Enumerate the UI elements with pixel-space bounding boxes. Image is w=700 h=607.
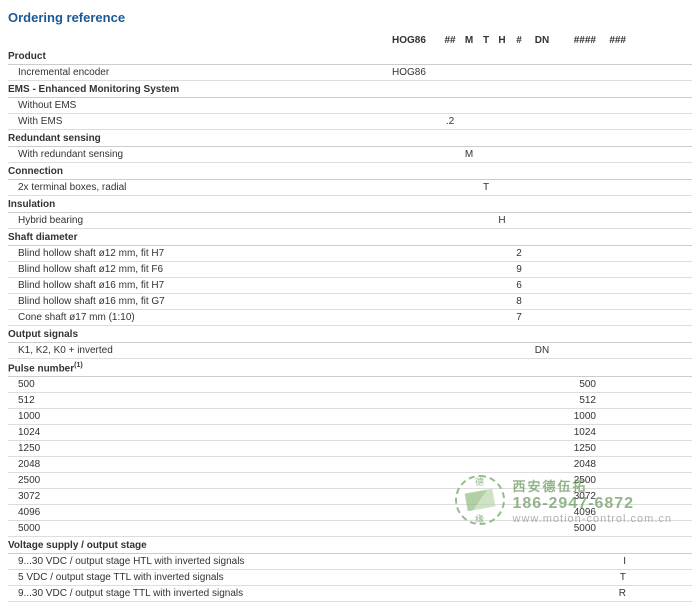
section-header: Product	[8, 48, 692, 65]
table-row: 2x terminal boxes, radial T	[8, 180, 692, 196]
row-label: 9...30 VDC / output stage TTL with inver…	[8, 588, 388, 599]
row-label: 1000	[8, 411, 388, 422]
header-code: M	[460, 35, 478, 46]
row-value: 9	[510, 264, 528, 275]
table-row: Blind hollow shaft ø12 mm, fit F6 9	[8, 262, 692, 278]
row-label: Blind hollow shaft ø16 mm, fit G7	[8, 296, 388, 307]
section-header: Voltage supply / output stage	[8, 537, 692, 554]
row-label: 3072	[8, 491, 388, 502]
row-value: T	[596, 572, 626, 583]
row-label: Blind hollow shaft ø16 mm, fit H7	[8, 280, 388, 291]
row-label: Incremental encoder	[8, 67, 388, 78]
row-label: 5000	[8, 523, 388, 534]
row-value: 6	[510, 280, 528, 291]
row-label: With EMS	[8, 116, 388, 127]
row-label: Without EMS	[8, 100, 388, 111]
row-value: 8	[510, 296, 528, 307]
table-row: 512 512	[8, 393, 692, 409]
header-code: DN	[528, 35, 556, 46]
row-value: M	[460, 149, 478, 160]
row-value: 1000	[556, 411, 596, 422]
row-value: R	[596, 588, 626, 599]
row-value: 512	[556, 395, 596, 406]
watermark-company: 西安德伍拓	[513, 476, 673, 495]
section-header: Redundant sensing	[8, 130, 692, 147]
page-title: Ordering reference	[8, 5, 692, 33]
section-header: Output signals	[8, 326, 692, 343]
table-row: 2048 2048	[8, 457, 692, 473]
table-row: 5 VDC / output stage TTL with inverted s…	[8, 570, 692, 586]
row-value: 500	[556, 379, 596, 390]
table-row: Blind hollow shaft ø16 mm, fit H7 6	[8, 278, 692, 294]
row-label: 512	[8, 395, 388, 406]
row-value: 2048	[556, 459, 596, 470]
row-label: 4096	[8, 507, 388, 518]
row-label: 2048	[8, 459, 388, 470]
table-row: Incremental encoderHOG86	[8, 65, 692, 81]
table-row: Without EMS	[8, 98, 692, 114]
table-row: 9...30 VDC / output stage TTL with inver…	[8, 586, 692, 602]
row-label: 2x terminal boxes, radial	[8, 182, 388, 193]
header-code: ####	[556, 35, 596, 46]
section-header: Insulation	[8, 196, 692, 213]
row-label: 1024	[8, 427, 388, 438]
row-label: Cone shaft ø17 mm (1:10)	[8, 312, 388, 323]
row-value: DN	[528, 345, 556, 356]
row-label: 1250	[8, 443, 388, 454]
row-label: 500	[8, 379, 388, 390]
row-label: K1, K2, K0 + inverted	[8, 345, 388, 356]
table-row: 500 500	[8, 377, 692, 393]
section-header: EMS - Enhanced Monitoring System	[8, 81, 692, 98]
row-label: Blind hollow shaft ø12 mm, fit H7	[8, 248, 388, 259]
row-value	[440, 100, 460, 111]
row-label: Blind hollow shaft ø12 mm, fit F6	[8, 264, 388, 275]
table-row: K1, K2, K0 + inverted DN	[8, 343, 692, 359]
row-value: 1024	[556, 427, 596, 438]
header-code-row: HOG86 ## M T H # DN #### ###	[8, 33, 692, 48]
header-code: ###	[596, 35, 626, 46]
header-code: H	[494, 35, 510, 46]
row-value: I	[596, 556, 626, 567]
row-label: Hybrid bearing	[8, 215, 388, 226]
row-label: With redundant sensing	[8, 149, 388, 160]
row-value: .2	[440, 116, 460, 127]
row-value: T	[478, 182, 494, 193]
row-value: 2	[510, 248, 528, 259]
header-code: #	[510, 35, 528, 46]
watermark-phone: 186-2947-6872	[513, 495, 673, 513]
header-code: ##	[440, 35, 460, 46]
table-row: 9...30 VDC / output stage HTL with inver…	[8, 554, 692, 570]
section-header: Shaft diameter	[8, 229, 692, 246]
watermark-url: www.motion-control.com.cn	[513, 513, 673, 525]
table-row: Cone shaft ø17 mm (1:10) 7	[8, 310, 692, 326]
section-header: Connection	[8, 163, 692, 180]
table-row: 1250 1250	[8, 441, 692, 457]
row-label: 5 VDC / output stage TTL with inverted s…	[8, 572, 388, 583]
table-row: Hybrid bearing H	[8, 213, 692, 229]
row-label: 9...30 VDC / output stage HTL with inver…	[8, 556, 388, 567]
table-row: With EMS .2	[8, 114, 692, 130]
section-header: Pulse number(1)	[8, 359, 692, 377]
table-row: 1000 1000	[8, 409, 692, 425]
table-row: 1024 1024	[8, 425, 692, 441]
row-value: 1250	[556, 443, 596, 454]
header-code: HOG86	[388, 35, 440, 46]
watermark: 德 缘 西安德伍拓 186-2947-6872 www.motion-contr…	[455, 475, 673, 525]
row-label: 2500	[8, 475, 388, 486]
watermark-logo-icon: 德 缘	[455, 475, 505, 525]
table-row: With redundant sensing M	[8, 147, 692, 163]
table-row: Blind hollow shaft ø16 mm, fit G7 8	[8, 294, 692, 310]
row-value: H	[494, 215, 510, 226]
table-row: Blind hollow shaft ø12 mm, fit H7 2	[8, 246, 692, 262]
row-value: HOG86	[388, 67, 440, 78]
row-value: 7	[510, 312, 528, 323]
header-code: T	[478, 35, 494, 46]
